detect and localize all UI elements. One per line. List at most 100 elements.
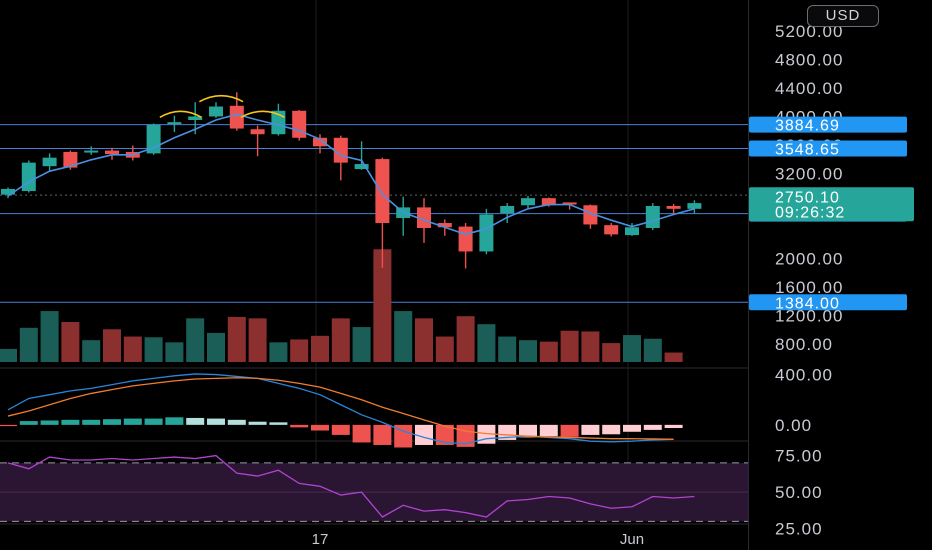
price-axis-label: 4400.00 — [775, 79, 843, 98]
volume-bar — [123, 336, 142, 362]
macd-histogram-bar — [82, 419, 101, 425]
price-axis-label: 800.00 — [775, 335, 833, 354]
candle-body — [167, 122, 182, 125]
candle-body — [625, 227, 639, 236]
candle-body — [1, 188, 15, 195]
pattern-arc — [240, 110, 286, 119]
moving-average-line — [7, 113, 695, 236]
macd-histogram-bar — [581, 424, 600, 435]
candle-body — [500, 205, 515, 214]
candle-body — [604, 225, 619, 235]
macd-histogram-bar — [623, 424, 641, 432]
macd-axis-label: 400.00 — [775, 366, 833, 385]
candle-body — [229, 105, 244, 129]
candle-body — [645, 205, 660, 228]
volume-bar — [456, 316, 475, 362]
candle-body — [583, 205, 598, 225]
volume-bar — [290, 339, 309, 362]
price-axis-label: 3200.00 — [775, 164, 843, 183]
candle-body — [250, 129, 265, 135]
volume-bar — [227, 316, 246, 362]
macd-histogram-bar — [643, 424, 662, 430]
volume-bar — [61, 322, 80, 362]
head-and-shoulders-pattern — [159, 94, 286, 119]
volume-bar — [19, 327, 38, 362]
macd-histogram-bar — [290, 424, 309, 428]
macd-histogram-bar — [19, 421, 38, 425]
volume-bar — [560, 330, 579, 362]
price-axis-label: 2000.00 — [775, 250, 843, 269]
candle-body — [354, 164, 369, 170]
volume-bar — [519, 340, 537, 362]
candle-body — [333, 137, 348, 163]
level-tag — [749, 140, 907, 157]
macd-histogram-bar — [248, 421, 267, 425]
volume-bar — [352, 327, 371, 362]
current-price-tag — [749, 187, 914, 222]
level-tag — [749, 294, 907, 311]
macd-histogram-bar — [227, 419, 246, 425]
candle-body — [209, 106, 223, 117]
macd-histogram-bar — [331, 424, 350, 435]
rsi-pane — [7, 454, 695, 518]
macd-axis-label: 0.00 — [775, 416, 812, 435]
moving-average — [7, 113, 695, 236]
volume-bar — [248, 318, 267, 362]
price-candles[interactable] — [1, 92, 702, 269]
candle-body — [21, 162, 36, 192]
macd-histogram-bar — [103, 419, 121, 425]
macd-line — [7, 373, 674, 445]
candle-body — [292, 110, 307, 138]
time-axis-label: 17 — [312, 531, 329, 548]
rsi-axis-label: 25.00 — [775, 520, 823, 539]
volume-bar — [40, 311, 59, 362]
volume-bar — [186, 318, 205, 362]
currency-button[interactable]: USD — [807, 5, 879, 27]
volume-bar — [144, 337, 163, 362]
volume-bar — [394, 311, 413, 362]
macd-histogram-bar — [352, 424, 371, 443]
volume-bar — [435, 336, 454, 362]
candle-body — [479, 214, 494, 252]
volume-bar — [539, 341, 558, 362]
rsi-axis-label: 50.00 — [775, 483, 823, 502]
candle-body — [437, 223, 452, 228]
candle-body — [105, 150, 119, 155]
volume-bar — [415, 318, 433, 362]
macd-pane — [0, 373, 683, 448]
volume-bar — [207, 332, 225, 362]
volume-bar — [0, 348, 17, 362]
volume-bar — [373, 249, 392, 362]
level-tag-label: 3548.65 — [775, 142, 840, 159]
candle-body — [562, 202, 577, 205]
candle-body — [313, 137, 327, 147]
macd-histogram-bar — [40, 420, 59, 425]
volume-bar — [165, 342, 184, 362]
volume-bar — [581, 331, 600, 362]
price-axis[interactable]: 5200.004800.004400.004000.003600.003200.… — [775, 22, 843, 538]
time-axis[interactable]: 17 Jun — [0, 523, 748, 548]
macd-histogram-bar — [373, 424, 392, 445]
candle-body — [42, 157, 57, 167]
candle-body — [188, 116, 203, 121]
macd-histogram-bar — [311, 424, 329, 431]
volume-bar — [103, 329, 121, 362]
current-price-label: 2750.10 — [775, 189, 840, 206]
pattern-arc — [159, 110, 202, 119]
macd-histogram-bar — [186, 417, 205, 425]
volume-bar — [311, 335, 329, 362]
candle-body — [521, 198, 535, 206]
volume-bar — [269, 342, 288, 362]
candle-body — [63, 151, 78, 168]
macd-histogram-bar — [664, 424, 683, 428]
time-axis-label: Jun — [620, 531, 644, 548]
candle-body — [687, 203, 702, 209]
macd-histogram-bar — [498, 424, 517, 440]
macd-histogram-bar — [207, 418, 225, 425]
macd-histogram-bar — [144, 418, 163, 425]
candle-body — [458, 226, 473, 252]
price-tags: 3884.693548.652632.721384.002750.1009:26… — [749, 116, 914, 312]
candle-body — [666, 205, 681, 209]
candle-body — [375, 159, 390, 224]
